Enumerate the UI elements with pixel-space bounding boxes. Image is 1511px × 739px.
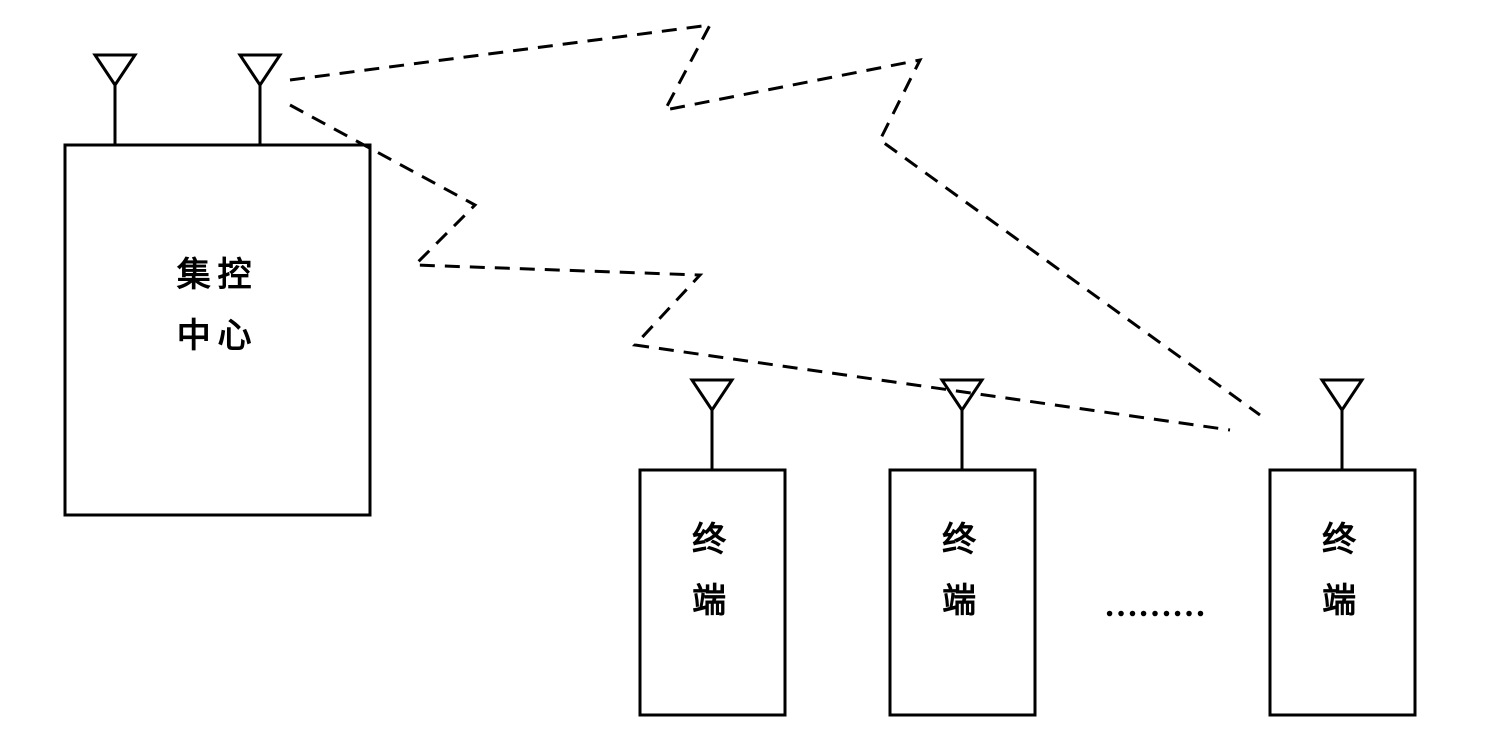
- terminal-1-text-2: 端: [640, 571, 785, 632]
- terminal-antenna-1: [692, 380, 732, 470]
- terminal-antenna-3: [1322, 380, 1362, 470]
- signal-line-2: [290, 105, 1230, 430]
- terminal-2-text-1: 终: [890, 510, 1035, 571]
- signal-line-1: [290, 25, 1260, 415]
- ellipsis-label: ………: [1060, 575, 1250, 636]
- control-center-text-2: 中心: [65, 306, 370, 367]
- control-center-label: 集控 中心: [65, 245, 370, 367]
- terminal-label-3: 终 端: [1270, 510, 1415, 632]
- terminal-antenna-2: [942, 380, 982, 470]
- control-center-antenna-2: [240, 55, 280, 145]
- terminal-2-text-2: 端: [890, 571, 1035, 632]
- terminal-1-text-1: 终: [640, 510, 785, 571]
- terminal-label-1: 终 端: [640, 510, 785, 632]
- control-center-text-1: 集控: [65, 245, 370, 306]
- terminal-3-text-2: 端: [1270, 571, 1415, 632]
- control-center-antenna-1: [95, 55, 135, 145]
- terminal-3-text-1: 终: [1270, 510, 1415, 571]
- terminal-label-2: 终 端: [890, 510, 1035, 632]
